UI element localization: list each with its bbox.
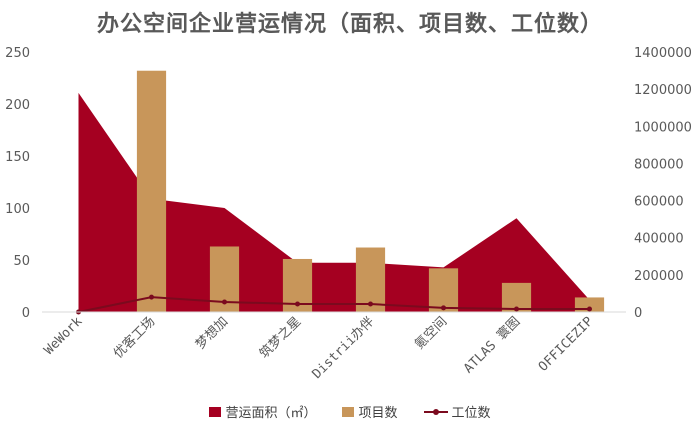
bar-projects: [428, 268, 459, 312]
legend-label: 营运面积（㎡）: [225, 406, 317, 421]
line-point: [368, 301, 373, 307]
legend-label: 项目数: [358, 406, 398, 421]
left-axis-tick: 150: [5, 150, 30, 165]
line-marker-icon: [423, 408, 448, 415]
line-point: [149, 294, 154, 300]
line-series-workstations: [78, 296, 590, 313]
line-point: [441, 305, 446, 311]
x-axis-category-label: WeWork: [42, 314, 86, 358]
right-axis-tick: 1400000: [634, 46, 692, 61]
right-axis-tick: 0: [634, 306, 642, 321]
area-swatch-icon: [209, 406, 222, 417]
line-point: [295, 301, 300, 307]
x-axis-category-label: OFFICEZIP: [536, 314, 597, 375]
left-axis-tick: 250: [5, 46, 30, 61]
line-point: [514, 306, 519, 312]
line-point: [587, 306, 592, 312]
x-axis-category-label: 梦想加: [192, 314, 231, 353]
right-axis-tick: 600000: [634, 195, 684, 210]
bar-swatch-icon: [342, 406, 355, 417]
left-axis-tick: 100: [5, 202, 30, 217]
right-axis-tick: 200000: [634, 269, 684, 284]
x-axis-category-label: ATLAS 寰图: [460, 314, 523, 377]
left-axis-tick: 200: [5, 98, 30, 113]
line-point: [222, 299, 227, 305]
bar-projects: [136, 70, 167, 312]
chart-plot: 0 50 100 150 200 250 0 200000 400000 600000 800000…: [5, 46, 692, 382]
chart-title: 办公空间企业营运情况（面积、项目数、工位数）: [96, 12, 603, 37]
legend-label: 工位数: [451, 406, 491, 421]
left-axis-tick: 50: [13, 254, 30, 269]
left-axis-tick: 0: [22, 306, 30, 321]
x-axis-category-label: Distrii办伴: [310, 314, 378, 382]
legend-item-bar: 项目数: [342, 402, 398, 421]
x-axis-category-label: 优客工场: [110, 314, 158, 362]
legend-item-area: 营运面积（㎡）: [209, 402, 316, 421]
x-axis-category-label: 筑梦之星: [256, 314, 304, 362]
right-axis-tick: 400000: [634, 232, 684, 247]
bar-projects: [355, 247, 386, 312]
area-series-operating-area: [78, 92, 590, 312]
right-axis-tick: 800000: [634, 157, 684, 172]
chart-legend: 营运面积（㎡） 项目数 工位数: [0, 402, 700, 421]
right-axis-tick: 1000000: [634, 120, 692, 135]
x-axis-category-label: 氪空间: [411, 314, 450, 353]
legend-item-line: 工位数: [423, 402, 491, 421]
right-axis-tick: 1200000: [634, 83, 692, 98]
